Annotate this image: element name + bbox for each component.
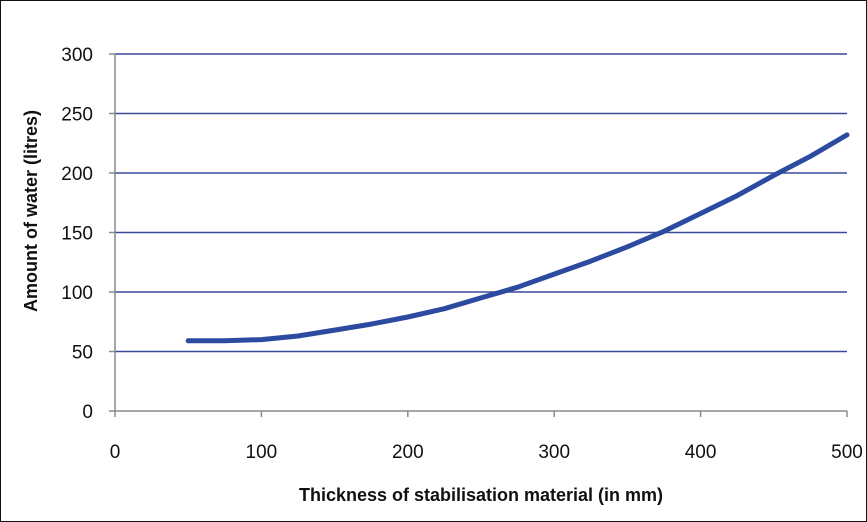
y-tick-label: 0 — [82, 402, 93, 423]
x-tick-labels: 0 100 200 300 400 500 — [110, 442, 863, 463]
y-tick-label: 200 — [61, 164, 93, 185]
y-tick-label: 150 — [61, 224, 93, 245]
x-tick-label: 500 — [831, 442, 863, 463]
y-tick-label: 50 — [72, 343, 93, 364]
x-tick-label: 400 — [685, 442, 717, 463]
series-line-0 — [185, 132, 850, 344]
series-lines — [185, 132, 850, 344]
grid-lines — [115, 53, 847, 353]
y-tick-labels: 0 50 100 150 200 250 300 — [61, 45, 93, 423]
x-tick-label: 100 — [246, 442, 278, 463]
y-axis-title: Amount of water (litres) — [21, 110, 41, 312]
y-tick-label: 300 — [61, 45, 93, 66]
x-axis-title: Thickness of stabilisation material (in … — [299, 485, 663, 505]
x-tick-label: 200 — [392, 442, 424, 463]
x-tick-label: 300 — [538, 442, 570, 463]
x-tick-label: 0 — [110, 442, 121, 463]
y-tick-label: 100 — [61, 283, 93, 304]
y-tick-label: 250 — [61, 105, 93, 126]
axes — [109, 53, 848, 417]
